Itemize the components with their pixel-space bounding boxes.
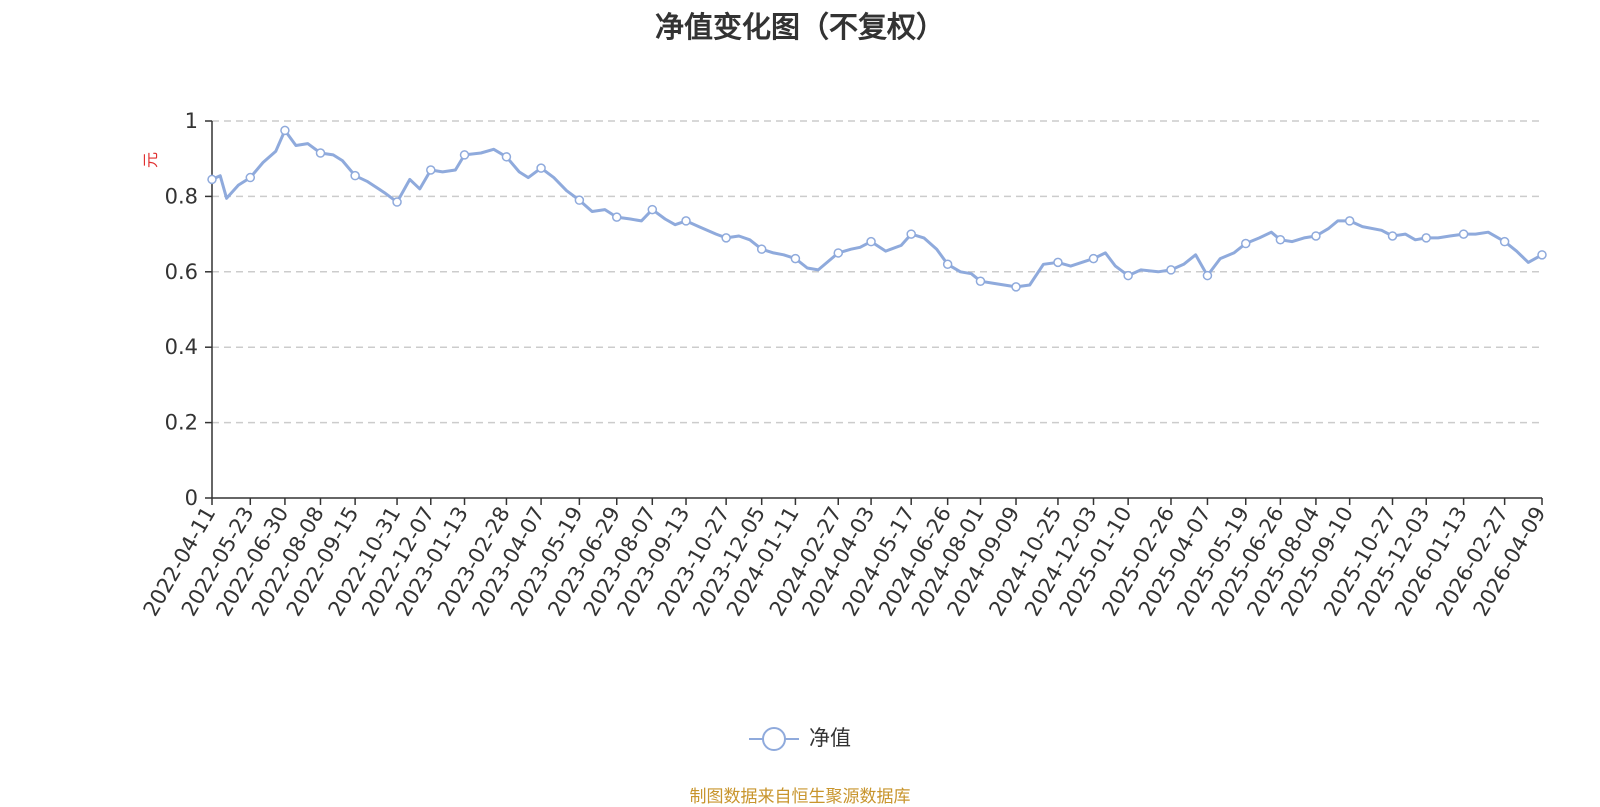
data-point-marker [1088,253,1099,264]
data-point-marker [245,172,256,183]
data-point-marker [1311,231,1321,241]
data-point-marker [833,248,844,258]
data-point-marker [536,163,546,173]
data-point-marker [1499,236,1510,247]
data-point-marker [574,195,585,205]
y-tick-label: 0.8 [165,184,198,208]
axes [211,121,1542,499]
data-point-marker [942,259,953,270]
data-point-marker [1011,282,1021,292]
data-point-marker [1053,257,1063,268]
y-tick-label: 0.4 [165,335,198,359]
series-net-value [207,125,1547,292]
y-axis-ticks: 0 0.2 0.4 0.6 0.8 1 [165,109,212,510]
data-point-marker [315,148,326,158]
data-point-marker [280,125,290,136]
x-axis-ticks: 2022-04-112022-05-232022-06-302022-08-08… [139,498,1550,620]
data-point-marker [1240,238,1251,249]
legend-line-icon [749,727,799,751]
data-point-marker [647,204,658,215]
data-point-marker [392,197,402,207]
data-point-marker [975,276,986,286]
legend-label: 净值 [809,726,851,750]
data-point-marker [426,165,436,175]
data-point-marker [1123,270,1133,281]
data-point-marker [721,233,731,243]
y-tick-label: 0.2 [165,411,198,435]
data-point-marker [756,244,767,254]
data-point-marker [1387,231,1398,241]
data-point-marker [1344,216,1355,226]
series-line [211,128,1543,289]
y-tick-label: 1 [185,109,198,133]
data-point-marker [1421,233,1431,243]
data-point-marker [790,253,801,264]
data-point-marker [1537,250,1547,260]
data-point-marker [207,174,217,185]
data-point-marker [1275,235,1286,245]
chart-title: 净值变化图（不复权） [654,10,945,44]
data-point-marker [681,216,691,226]
data-point-marker [350,170,360,181]
data-point-marker [1166,265,1176,275]
y-axis-label: 元 [141,152,160,168]
data-point-marker [1202,270,1213,281]
data-point-marker [459,150,470,160]
data-point-marker [866,236,876,247]
data-point-marker [1458,229,1469,239]
grid-lines [212,120,1542,424]
source-note: 制图数据来自恒生聚源数据库 [689,787,911,807]
legend[interactable]: 净值 [0,722,1600,752]
data-point-marker [906,229,916,239]
data-point-marker [501,152,512,162]
y-tick-label: 0.6 [165,260,198,284]
y-tick-label: 0 [185,486,198,510]
data-point-marker [611,212,622,222]
